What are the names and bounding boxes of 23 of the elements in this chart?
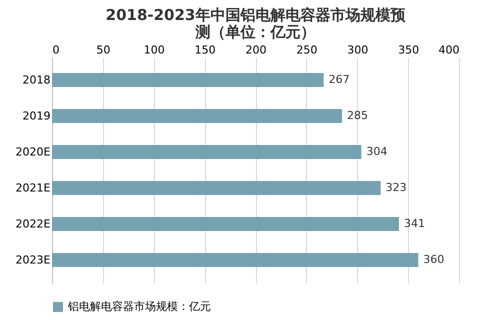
x-tick-label: 200 (246, 44, 266, 56)
legend-label: 铝电解电容器市场规模：亿元 (67, 300, 211, 313)
y-tick-label: 2020E (16, 146, 51, 158)
y-tick-label: 2019 (22, 110, 50, 122)
data-label: 323 (386, 181, 407, 194)
x-tick-label: 100 (144, 44, 165, 56)
data-label: 267 (328, 73, 350, 86)
y-tick-label: 2022E (16, 218, 51, 230)
data-label: 360 (423, 253, 444, 266)
x-tick-label: 50 (96, 44, 110, 56)
x-tick-label: 250 (296, 44, 318, 56)
x-tick-label: 350 (398, 44, 420, 56)
x-tick-label: 400 (438, 44, 460, 56)
chart-title: 2018-2023年中国铝电解电容器市场规模预测（单位：亿元） (106, 6, 406, 41)
data-label: 341 (404, 217, 425, 230)
x-tick-label: 300 (347, 44, 368, 56)
x-tick-label: 150 (194, 44, 216, 56)
data-label: 285 (346, 109, 368, 122)
x-tick-label: 0 (52, 44, 60, 56)
y-tick-label: 2023E (16, 254, 51, 266)
data-label: 304 (366, 145, 388, 158)
y-tick-label: 2018 (22, 74, 50, 86)
y-tick-label: 2021E (16, 182, 51, 194)
